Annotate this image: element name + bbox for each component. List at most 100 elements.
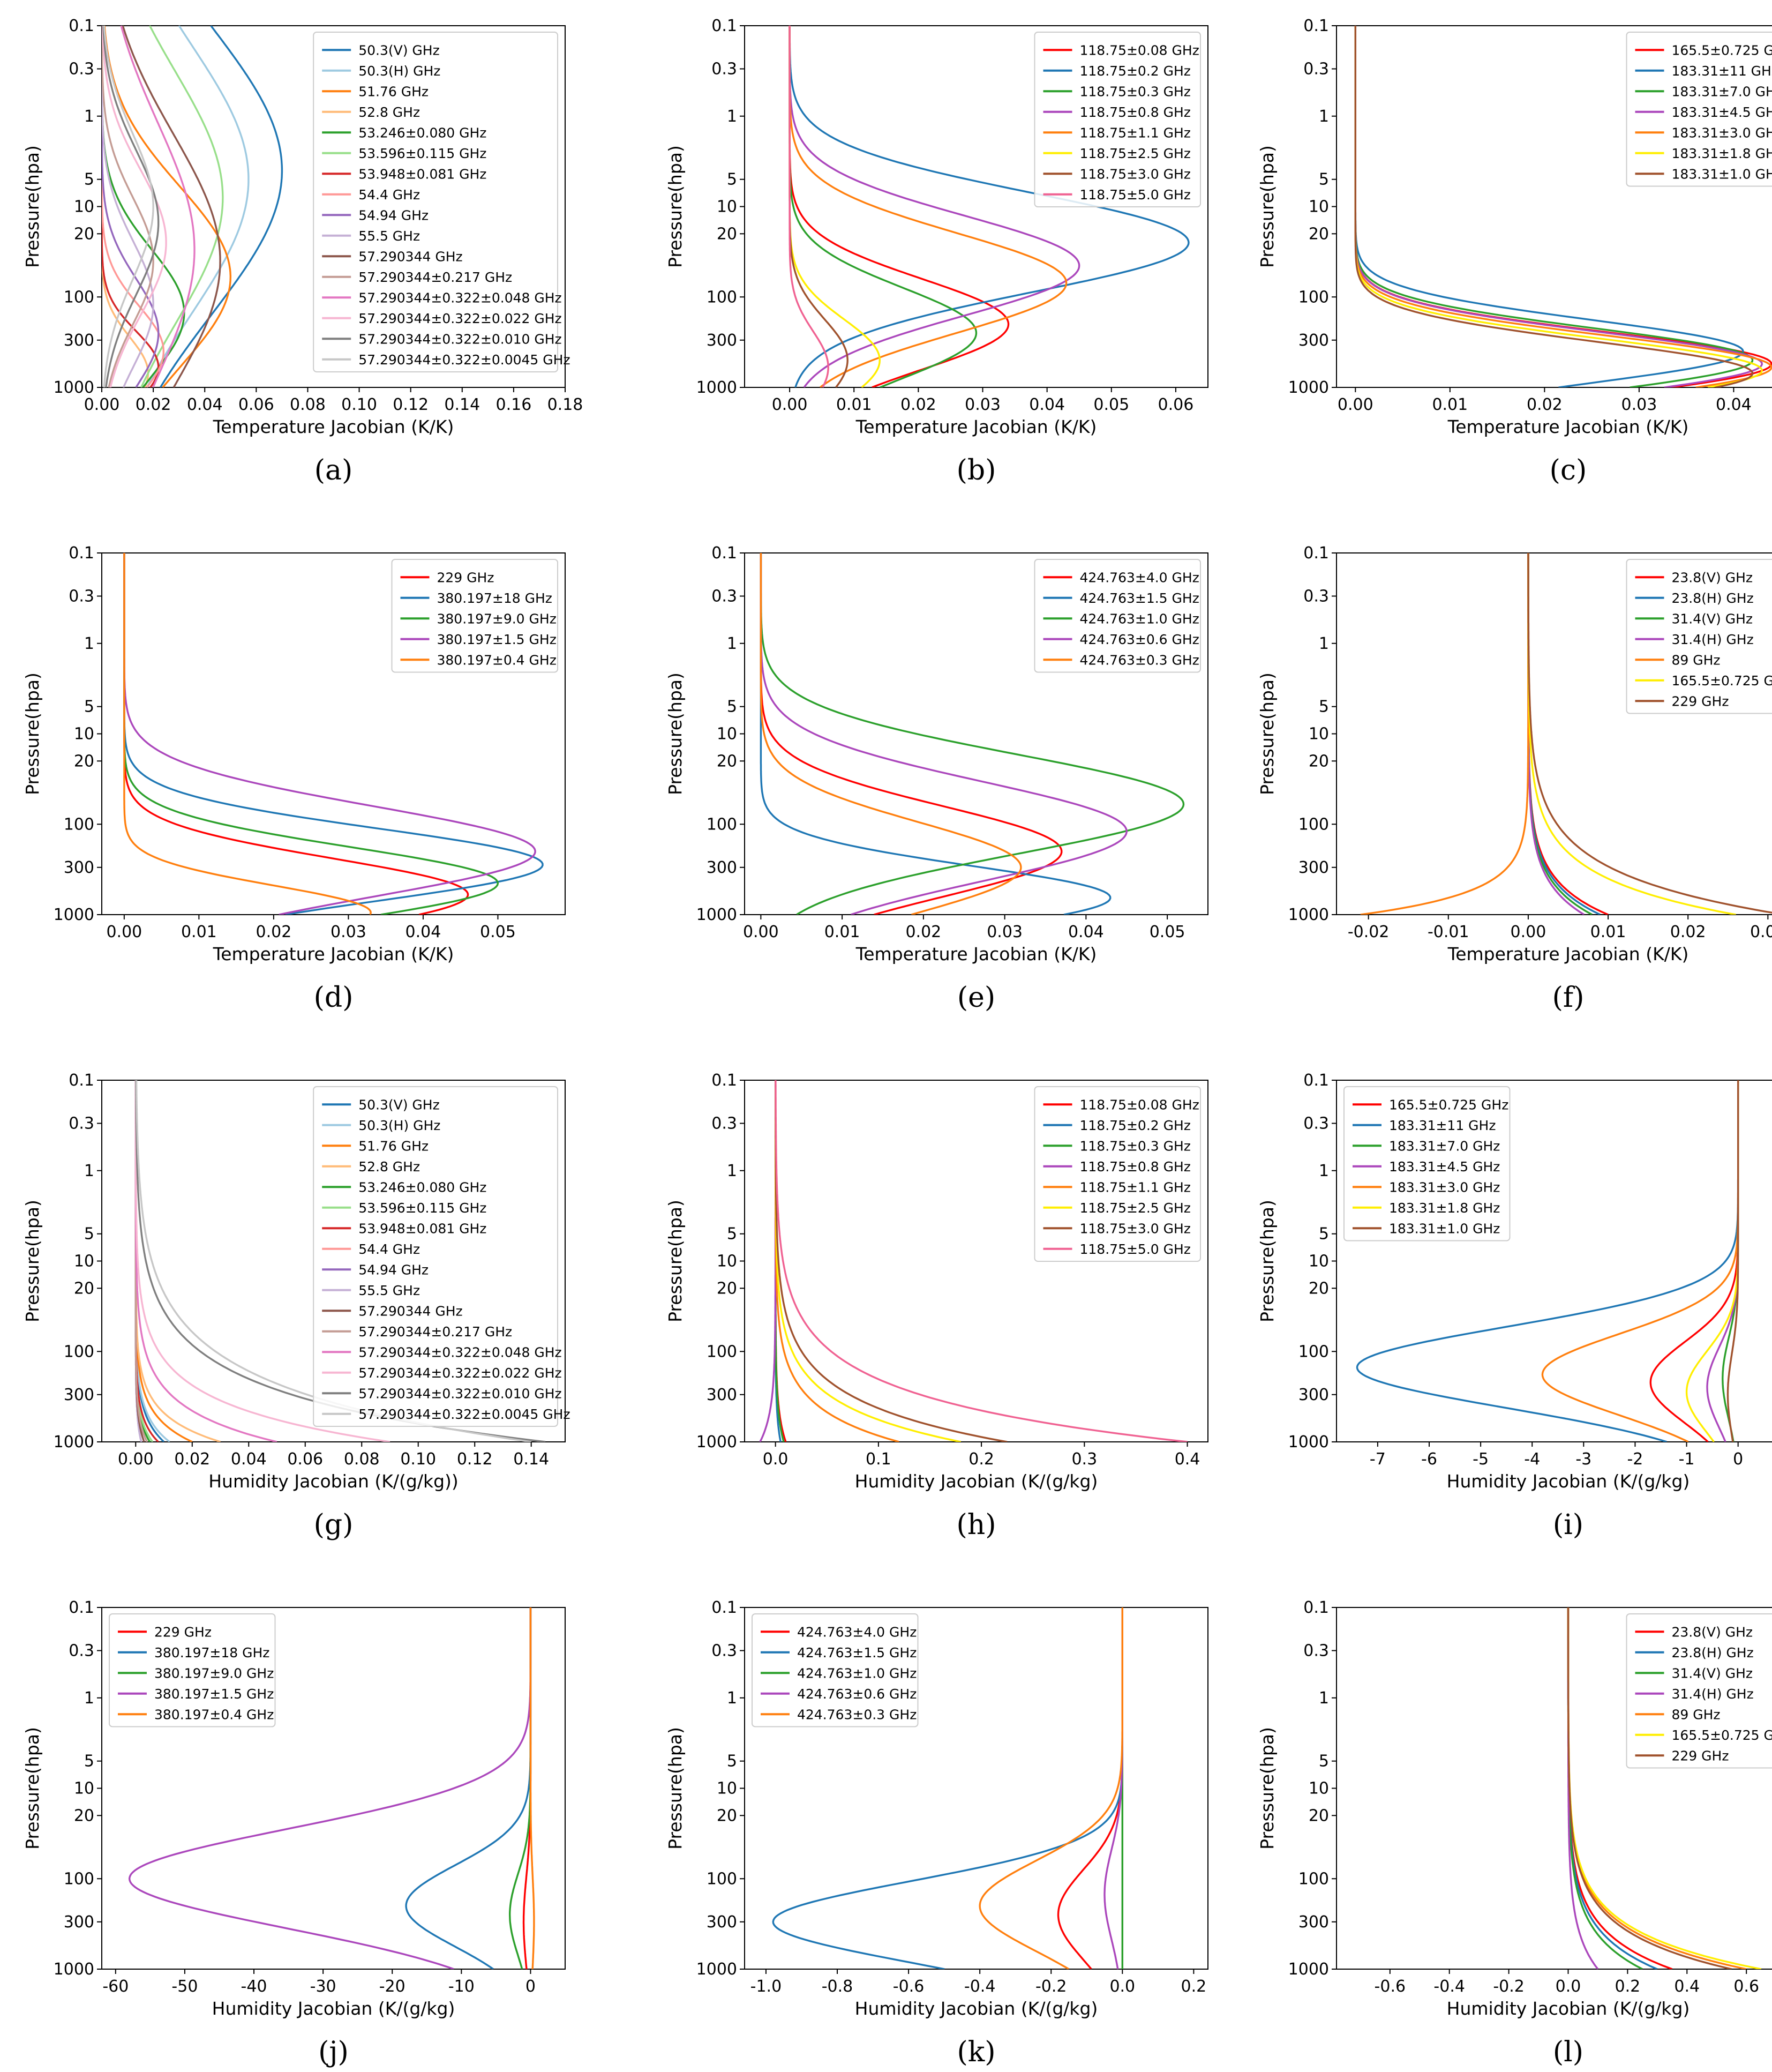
x-tick-label: 0.00 — [106, 923, 142, 941]
series-line — [102, 26, 154, 387]
y-tick-label: 5 — [1319, 1752, 1329, 1771]
legend-label: 118.75±0.3 GHz — [1080, 1138, 1191, 1154]
x-tick-label: 0.01 — [1590, 923, 1626, 941]
legend-label: 229 GHz — [1672, 693, 1729, 709]
x-tick-label: 0.04 — [187, 395, 223, 414]
x-tick-label: 0.03 — [331, 923, 366, 941]
y-tick-label: 5 — [84, 1752, 94, 1771]
legend-box — [1034, 559, 1201, 673]
x-tick-label: 0.01 — [824, 923, 860, 941]
x-tick-label: -0.6 — [893, 1977, 925, 1996]
x-tick-label: 0.04 — [231, 1450, 267, 1469]
legend-box — [109, 1613, 276, 1727]
series-line — [102, 26, 149, 387]
legend-label: 380.197±9.0 GHz — [154, 1665, 274, 1681]
series-line — [789, 26, 1068, 387]
x-tick-label: -50 — [171, 1977, 198, 1996]
series-line — [759, 1080, 777, 1442]
y-tick-label: 100 — [64, 288, 94, 306]
x-tick-label: 0.00 — [1338, 395, 1373, 414]
y-tick-label: 20 — [74, 225, 94, 243]
x-tick-label: -0.6 — [1375, 1977, 1406, 1996]
y-tick-label: 0.1 — [1303, 1071, 1329, 1090]
x-tick-label: 0.14 — [513, 1450, 549, 1469]
x-tick-label: 0.06 — [238, 395, 274, 414]
y-tick-label: 0.1 — [711, 544, 737, 563]
legend-label: 31.4(H) GHz — [1672, 1686, 1754, 1702]
x-tick-label: 0.03 — [987, 923, 1023, 941]
y-tick-label: 20 — [74, 752, 94, 771]
x-tick-label: 0.14 — [444, 395, 480, 414]
series-line — [1567, 1607, 1732, 1969]
legend-label: 57.290344 GHz — [358, 249, 462, 264]
x-tick-label: 0.18 — [547, 395, 583, 414]
y-tick-label: 10 — [74, 198, 94, 216]
y-tick-label: 10 — [1309, 1252, 1329, 1271]
series-line — [135, 1080, 546, 1442]
y-tick-label: 10 — [1309, 198, 1329, 216]
legend-label: 183.31±11 GHz — [1672, 63, 1772, 79]
legend-box — [1034, 32, 1201, 207]
y-axis-label: Pressure(hpa) — [1257, 1200, 1278, 1322]
y-tick-label: 100 — [64, 1869, 94, 1888]
legend-label: 118.75±1.1 GHz — [1080, 1179, 1191, 1195]
legend-label: 229 GHz — [1672, 1748, 1729, 1763]
x-axis-label: Humidity Jacobian (K/(g/kg)) — [208, 1471, 459, 1492]
y-tick-label: 1000 — [1288, 378, 1329, 397]
x-tick-label: 0.2 — [1181, 1977, 1207, 1996]
y-tick-label: 300 — [707, 1386, 737, 1404]
legend-label: 57.290344±0.322±0.022 GHz — [358, 1365, 561, 1381]
panel-caption: (f) — [1552, 982, 1585, 1014]
series-line — [122, 26, 221, 387]
y-tick-label: 1 — [727, 634, 737, 653]
x-tick-label: 0.02 — [136, 395, 171, 414]
legend-label: 380.197±1.5 GHz — [154, 1686, 274, 1702]
legend-label: 118.75±3.0 GHz — [1080, 166, 1191, 182]
y-tick-label: 300 — [707, 1913, 737, 1932]
x-tick-label: 0.00 — [84, 395, 120, 414]
y-axis-label: Pressure(hpa) — [665, 145, 686, 268]
y-tick-label: 1 — [1319, 107, 1329, 126]
y-tick-label: 1 — [727, 1162, 737, 1180]
legend-label: 54.94 GHz — [358, 207, 429, 223]
series-line — [103, 26, 154, 387]
y-tick-label: 1000 — [1288, 1433, 1329, 1452]
x-tick-label: -0.01 — [1428, 923, 1469, 941]
y-tick-label: 300 — [64, 1386, 94, 1404]
legend-label: 23.8(V) GHz — [1672, 570, 1753, 585]
y-tick-label: 10 — [717, 198, 737, 216]
y-tick-label: 100 — [1298, 815, 1329, 834]
y-tick-label: 0.3 — [1303, 587, 1329, 606]
x-tick-label: 0.4 — [1674, 1977, 1700, 1996]
panel-h: 0.1 0.3 1 5 10 20 100 300 1000 0.0 0.1 0.2 0.3 0.4 Hum… — [665, 1071, 1208, 1541]
y-tick-label: 100 — [1298, 1869, 1329, 1888]
legend-label: 380.197±0.4 GHz — [437, 652, 557, 668]
series-line — [979, 1607, 1123, 1969]
y-tick-label: 10 — [717, 1779, 737, 1798]
legend-label: 424.763±4.0 GHz — [797, 1624, 917, 1640]
x-axis-label: Temperature Jacobian (K/K) — [855, 944, 1097, 964]
series-line — [775, 1080, 1188, 1442]
x-tick-label: -4 — [1524, 1450, 1540, 1469]
panel-i: 0.10.31510201003001000-7-6-5-4-3-2-101Hu… — [1257, 1071, 1772, 1541]
panel-caption: (e) — [957, 982, 995, 1014]
x-tick-label: 0.00 — [118, 1450, 154, 1469]
legend-label: 52.8 GHz — [358, 104, 420, 120]
y-tick-label: 10 — [74, 725, 94, 744]
legend-label: 424.763±0.3 GHz — [1080, 652, 1199, 668]
y-axis-label: Pressure(hpa) — [665, 672, 686, 795]
y-tick-label: 5 — [84, 170, 94, 189]
y-tick-label: 0.3 — [69, 1642, 94, 1660]
series-line — [102, 26, 154, 387]
y-tick-label: 1 — [1319, 634, 1329, 653]
x-tick-label: 0.0 — [1556, 1977, 1581, 1996]
legend-label: 118.75±5.0 GHz — [1080, 187, 1191, 203]
legend-label: 53.246±0.080 GHz — [358, 125, 486, 140]
series-line — [529, 1607, 535, 1969]
x-tick-label: -0.4 — [1433, 1977, 1465, 1996]
panel-d: 0.1 0.3 1 5 10 20 100 300 1000 0.00 0.01 0.02 0.03 0.… — [22, 544, 566, 1014]
x-tick-label: 0.12 — [457, 1450, 493, 1469]
y-tick-label: 300 — [64, 331, 94, 350]
x-tick-label: -0.2 — [1035, 1977, 1067, 1996]
legend-box — [391, 559, 558, 673]
